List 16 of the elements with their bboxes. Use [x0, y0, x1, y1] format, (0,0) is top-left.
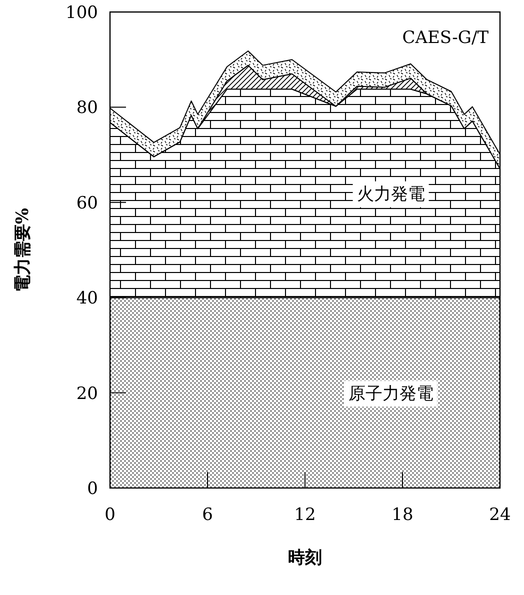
x-axis-title: 時刻: [288, 548, 322, 568]
y-tick-label: 100: [66, 3, 98, 23]
y-tick-label: 60: [76, 193, 98, 214]
y-tick-label: 80: [76, 98, 98, 118]
y-axis-title: 電力需要%: [13, 208, 33, 292]
y-tick-label: 20: [76, 384, 98, 404]
x-tick-label: 0: [104, 505, 116, 525]
series-label: 原子力発電: [348, 384, 434, 404]
y-tick-label: 0: [87, 479, 98, 499]
x-tick-label: 18: [392, 505, 414, 525]
series-label: 火力発電: [356, 184, 425, 204]
y-tick-label: 40: [76, 288, 98, 309]
x-tick-label: 12: [294, 505, 316, 525]
x-tick-label: 24: [489, 505, 511, 525]
series-label: CAES-G/T: [402, 28, 490, 48]
x-tick-label: 6: [202, 505, 213, 525]
